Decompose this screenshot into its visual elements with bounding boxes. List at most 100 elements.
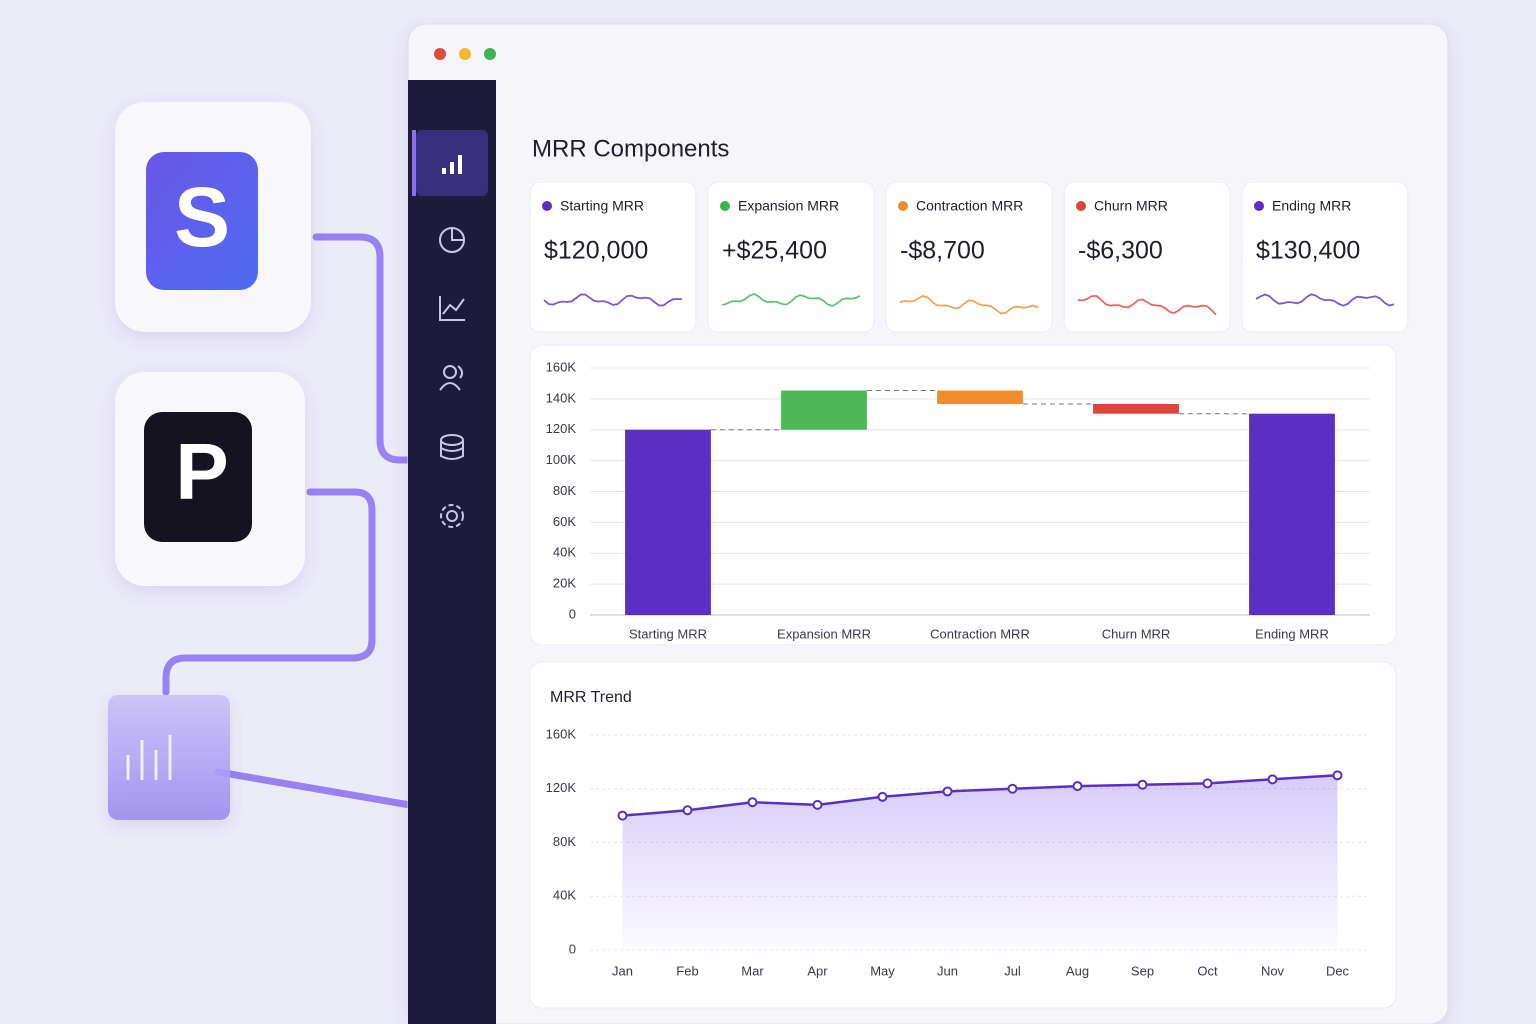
connector xyxy=(312,233,414,464)
x-tick-label: Starting MRR xyxy=(629,626,707,641)
connectors xyxy=(162,233,414,809)
nav-trend[interactable] xyxy=(439,296,465,321)
x-tick-label: Mar xyxy=(741,963,764,978)
x-tick-label: Nov xyxy=(1261,963,1285,978)
bar xyxy=(1249,413,1335,615)
y-tick-label: 160K xyxy=(546,726,577,741)
bar xyxy=(625,429,711,615)
card-value: $130,400 xyxy=(1256,237,1360,265)
point xyxy=(1007,783,1018,794)
sparkline xyxy=(1255,293,1395,307)
point xyxy=(682,805,693,816)
kpi-card xyxy=(1063,181,1231,333)
x-tick-label: Feb xyxy=(676,963,698,978)
card-value: $120,000 xyxy=(544,237,648,265)
point xyxy=(1332,770,1343,781)
x-tick-label: May xyxy=(870,963,895,978)
connector xyxy=(162,488,376,696)
nav-icons xyxy=(439,155,465,528)
y-tick-label: 80K xyxy=(553,834,576,849)
nav-settings[interactable] xyxy=(440,504,464,528)
x-tick-label: Dec xyxy=(1326,963,1350,978)
point xyxy=(1267,774,1278,785)
page-title: MRR Components xyxy=(532,135,729,162)
logo-letter: S xyxy=(174,170,230,264)
bar xyxy=(781,390,867,430)
window-minimize[interactable] xyxy=(459,48,471,60)
y-tick-label: 40K xyxy=(553,888,576,903)
cards: Starting MRR $120,000 Expansion MRR +$25,40… xyxy=(529,181,1409,333)
point xyxy=(1072,781,1083,792)
nav-pie[interactable] xyxy=(439,227,465,253)
kpi-card xyxy=(1241,181,1409,333)
nav-users[interactable] xyxy=(439,365,464,391)
x-tick-label: Aug xyxy=(1066,963,1089,978)
card-value: +$25,400 xyxy=(722,237,827,265)
nav-data[interactable] xyxy=(440,434,464,460)
y-tick-label: 60K xyxy=(553,514,576,529)
card-dot xyxy=(542,201,552,211)
x-tick-label: Sep xyxy=(1131,963,1154,978)
y-tick-label: 140K xyxy=(546,390,577,405)
sparkline xyxy=(721,293,861,307)
card-label: Starting MRR xyxy=(560,198,644,214)
logo-letter: P xyxy=(175,427,228,516)
y-tick-label: 120K xyxy=(546,780,577,795)
bar xyxy=(1093,403,1179,414)
x-tick-label: Jun xyxy=(937,963,958,978)
y-tick-label: 0 xyxy=(569,606,576,621)
point xyxy=(942,786,953,797)
point xyxy=(812,799,823,810)
bar xyxy=(937,390,1023,404)
card-dot xyxy=(1076,201,1086,211)
x-tick-label: Contraction MRR xyxy=(930,626,1030,641)
window-close[interactable] xyxy=(434,48,446,60)
kpi-card xyxy=(707,181,875,333)
point xyxy=(877,791,888,802)
y-tick-label: 100K xyxy=(546,452,577,467)
connector xyxy=(214,768,414,809)
point xyxy=(1137,779,1148,790)
point xyxy=(747,797,758,808)
card-dot xyxy=(720,201,730,211)
line-chart: 0 40K 80K 120K 160K Jan Feb Mar Apr May Jun Jul Aug S… xyxy=(546,726,1370,978)
x-tick-label: Jul xyxy=(1004,963,1021,978)
sparkline xyxy=(899,295,1039,315)
sparkline xyxy=(543,293,683,307)
y-tick-label: 120K xyxy=(546,421,577,436)
card-dot xyxy=(898,201,908,211)
card-value: -$6,300 xyxy=(1078,237,1163,265)
chart-title: MRR Trend xyxy=(550,689,632,706)
area xyxy=(622,775,1338,950)
x-tick-label: Churn MRR xyxy=(1102,626,1171,641)
sparkline xyxy=(1077,294,1217,316)
kpi-card xyxy=(885,181,1053,333)
card-label: Contraction MRR xyxy=(916,198,1023,214)
paddle-logo xyxy=(144,412,252,542)
card-dot xyxy=(1254,201,1264,211)
card-label: Expansion MRR xyxy=(738,198,839,214)
chart-panel xyxy=(529,344,1397,646)
point xyxy=(1202,778,1213,789)
stripe-logo xyxy=(146,152,258,290)
x-tick-label: Jan xyxy=(612,963,633,978)
x-tick-label: Apr xyxy=(807,963,828,978)
nav-overview[interactable] xyxy=(442,155,462,174)
x-tick-label: Oct xyxy=(1197,963,1218,978)
y-tick-label: 20K xyxy=(553,576,576,591)
card-label: Ending MRR xyxy=(1272,198,1351,214)
nav-indicator xyxy=(412,130,416,196)
y-tick-label: 0 xyxy=(569,941,576,956)
point xyxy=(617,810,628,821)
card-label: Churn MRR xyxy=(1094,198,1168,214)
waterfall-chart: 0 20K 40K 60K 80K 100K 120K 140K 160K Starting MR… xyxy=(546,359,1370,641)
x-tick-label: Expansion MRR xyxy=(777,626,871,641)
window-maximize[interactable] xyxy=(484,48,496,60)
cube-icon xyxy=(126,735,172,780)
line xyxy=(622,774,1338,817)
sidebar xyxy=(408,80,496,1024)
kpi-card xyxy=(529,181,697,333)
y-tick-label: 40K xyxy=(553,545,576,560)
card-value: -$8,700 xyxy=(900,237,985,265)
